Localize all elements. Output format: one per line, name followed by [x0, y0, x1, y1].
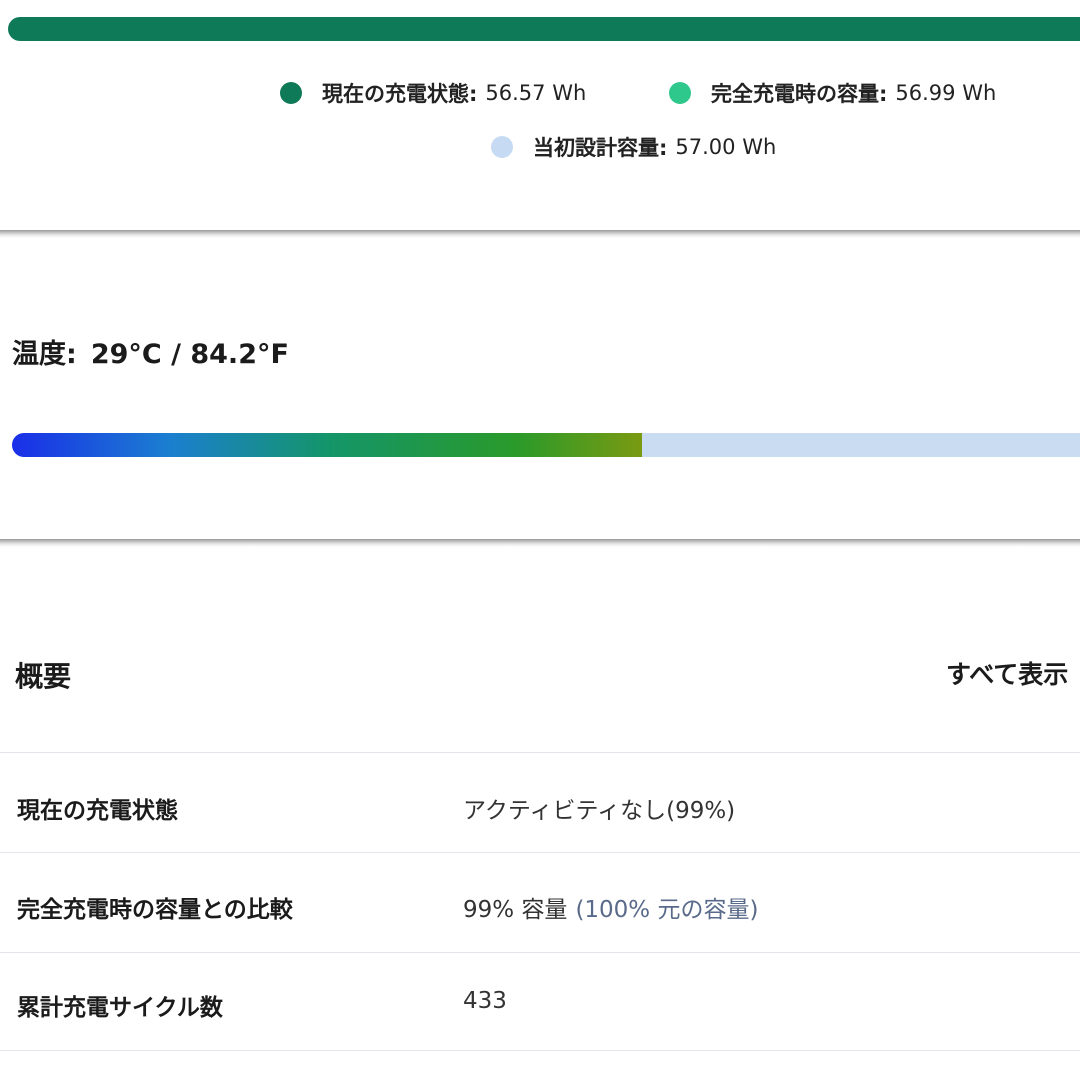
row-value-main: 99% 容量 — [463, 897, 568, 923]
row-value-note: (100% 元の容量) — [575, 897, 759, 923]
capacity-bar — [8, 17, 1080, 41]
temperature-bar-fill — [12, 433, 642, 457]
row-value: 433 — [463, 988, 507, 1014]
row-divider — [0, 852, 1080, 853]
legend-dot — [669, 82, 691, 104]
row-divider — [0, 752, 1080, 753]
legend-item: 当初設計容量: 57.00 Wh — [491, 132, 776, 162]
legend-value: 56.57 Wh — [485, 81, 587, 105]
row-divider — [0, 952, 1080, 953]
row-key: 累計充電サイクル数 — [17, 995, 223, 1021]
temperature: 温度: 29°C / 84.2°F — [12, 332, 289, 371]
legend-label: 完全充電時の容量: — [711, 82, 888, 106]
legend-item: 完全充電時の容量: 56.99 Wh — [669, 78, 996, 108]
legend-dot — [280, 82, 302, 104]
card-separator — [0, 230, 1080, 238]
row-key: 完全充電時の容量との比較 — [17, 897, 293, 923]
legend-label: 当初設計容量: — [533, 136, 668, 160]
temperature-bar — [12, 433, 1080, 457]
row-divider — [0, 1050, 1080, 1051]
temperature-label: 温度: — [12, 339, 77, 370]
show-all-link[interactable]: すべて表示 — [946, 660, 1069, 689]
legend-value: 57.00 Wh — [675, 135, 777, 159]
row-value: 99% 容量 (100% 元の容量) — [463, 890, 758, 924]
row-value: アクティビティなし(99%) — [463, 798, 736, 824]
legend-dot — [491, 136, 513, 158]
legend-value: 56.99 Wh — [895, 81, 997, 105]
row-key: 現在の充電状態 — [17, 798, 178, 824]
card-separator — [0, 539, 1080, 547]
summary-title: 概要 — [15, 660, 72, 693]
legend-item: 現在の充電状態: 56.57 Wh — [280, 78, 586, 108]
legend-label: 現在の充電状態: — [322, 82, 478, 106]
temperature-value: 29°C / 84.2°F — [90, 339, 289, 370]
